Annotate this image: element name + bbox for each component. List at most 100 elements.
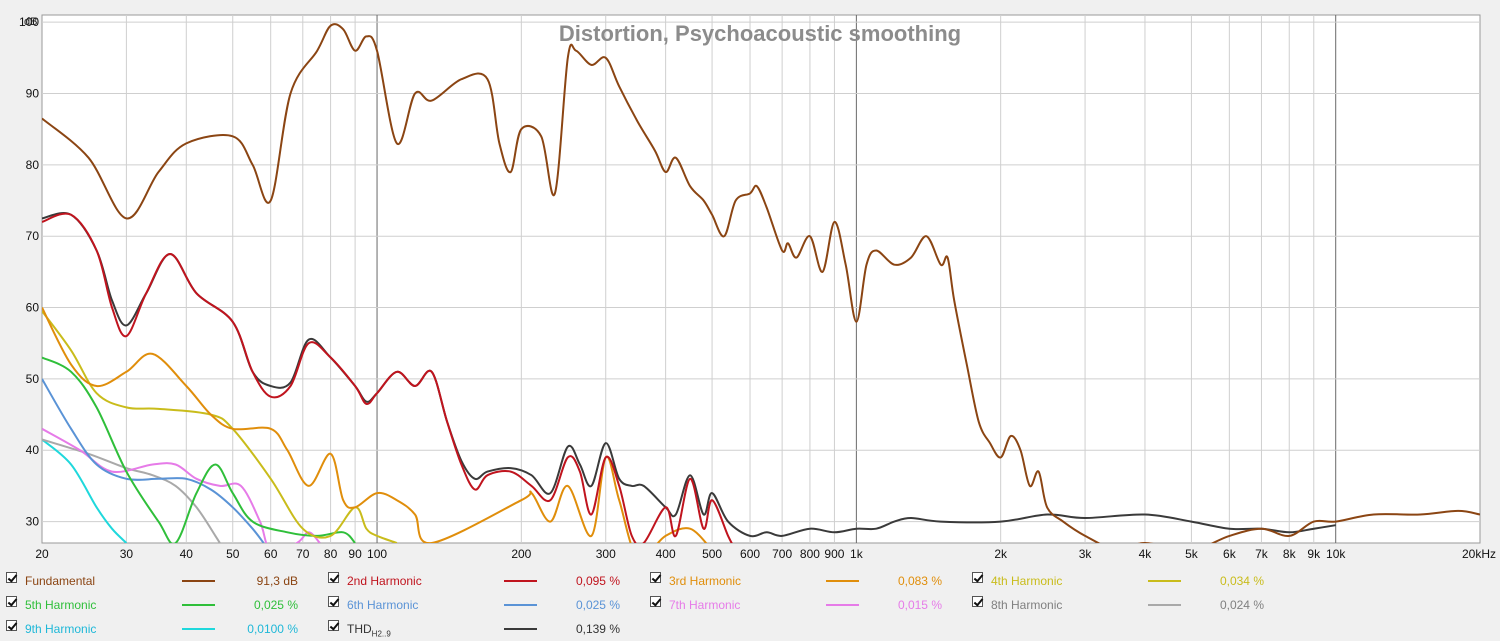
legend-value: 0,025 % [253, 598, 298, 612]
legend-swatch [182, 628, 215, 630]
legend-swatch [826, 604, 859, 606]
legend-label: 2nd Harmonic [347, 574, 422, 588]
legend-label: 6th Harmonic [347, 598, 419, 612]
x-tick-label: 20kHz [1462, 547, 1496, 561]
legend-checkbox-4th-harmonic[interactable] [972, 572, 983, 583]
x-tick-label: 40 [180, 547, 194, 561]
legend-swatch [504, 580, 537, 582]
x-tick-label: 70 [296, 547, 310, 561]
legend-value: 0,024 % [1219, 598, 1264, 612]
x-tick-label: 7k [1255, 547, 1269, 561]
grid-lines [42, 15, 1480, 543]
y-axis-label: dB [24, 16, 37, 28]
legend-label: Fundamental [25, 574, 96, 588]
plot-area [41, 14, 1481, 544]
x-tick-label: 200 [511, 547, 531, 561]
legend-value: 0,015 % [897, 598, 942, 612]
x-tick-label: 600 [740, 547, 760, 561]
y-tick-label: 70 [26, 229, 40, 243]
legend-swatch [504, 604, 537, 606]
legend-checkbox-2nd-harmonic[interactable] [328, 572, 339, 583]
legend-swatch [504, 628, 537, 630]
legend-item-4th-harmonic: 4th Harmonic 0,034 % [972, 569, 1272, 589]
x-tick-label: 900 [824, 547, 844, 561]
x-tick-label: 100 [367, 547, 387, 561]
legend-value: 0,025 % [575, 598, 620, 612]
x-tick-label: 30 [120, 547, 134, 561]
series-line-4th-harmonic [42, 310, 398, 543]
legend-checkbox-fundamental[interactable] [6, 572, 17, 583]
x-tick-label: 300 [596, 547, 616, 561]
x-tick-label: 5k [1185, 547, 1199, 561]
legend-checkbox-9th-harmonic[interactable] [6, 620, 17, 631]
legend-item-7th-harmonic: 7th Harmonic 0,015 % [650, 593, 950, 613]
legend-item-thd: THDH2..9 0,139 % [328, 617, 628, 639]
series-line-2nd-harmonic [42, 212, 733, 543]
legend-item-2nd-harmonic: 2nd Harmonic 0,095 % [328, 569, 628, 589]
y-tick-label: 80 [26, 158, 40, 172]
x-tick-label: 2k [994, 547, 1008, 561]
legend-value: 0,034 % [1219, 574, 1264, 588]
legend-swatch [826, 580, 859, 582]
y-tick-label: 50 [26, 372, 40, 386]
y-tick-label: 30 [26, 515, 40, 529]
y-tick-label: 100 [19, 15, 39, 29]
x-tick-label: 1k [850, 547, 864, 561]
x-tick-label: 500 [702, 547, 722, 561]
y-tick-label: 90 [26, 86, 40, 100]
x-tick-label: 80 [324, 547, 338, 561]
legend-checkbox-3rd-harmonic[interactable] [650, 572, 661, 583]
legend-label: 5th Harmonic [25, 598, 97, 612]
x-tick-label: 400 [656, 547, 676, 561]
legend-checkbox-5th-harmonic[interactable] [6, 596, 17, 607]
legend-value: 0,083 % [897, 574, 942, 588]
y-tick-label: 40 [26, 443, 40, 457]
x-axis-ticks: 20 30 40 50 60 70 80 90 100 200 300 400 500 600 700 800… [35, 547, 1496, 561]
legend-label: THDH2..9 [347, 622, 391, 639]
series-line-6th-harmonic [42, 378, 265, 543]
x-tick-label: 700 [772, 547, 792, 561]
chart-title: Distortion, Psychoacoustic smoothing [559, 21, 961, 46]
legend-item-6th-harmonic: 6th Harmonic 0,025 % [328, 593, 628, 613]
legend-value: 91,3 dB [256, 574, 298, 588]
legend-item-5th-harmonic: 5th Harmonic 0,025 % [6, 593, 306, 613]
legend-label: 4th Harmonic [991, 574, 1063, 588]
series-line-fundamental [42, 23, 1480, 543]
legend-checkbox-8th-harmonic[interactable] [972, 596, 983, 607]
legend-item-8th-harmonic: 8th Harmonic 0,024 % [972, 593, 1272, 613]
legend-checkbox-thd[interactable] [328, 620, 339, 631]
legend-label: 7th Harmonic [669, 598, 741, 612]
legend-item-fundamental: Fundamental 91,3 dB [6, 569, 306, 589]
legend-checkbox-6th-harmonic[interactable] [328, 596, 339, 607]
legend: Fundamental 91,3 dB 2nd Harmonic 0,095 % 3rd… [0, 566, 1500, 641]
legend-swatch [182, 604, 215, 606]
x-tick-label: 50 [226, 547, 240, 561]
series-lines [42, 23, 1480, 543]
series-line-thd-h2-9 [42, 212, 1336, 538]
x-tick-label: 3k [1079, 547, 1093, 561]
legend-label: 3rd Harmonic [669, 574, 742, 588]
legend-item-9th-harmonic: 9th Harmonic 0,0100 % [6, 617, 306, 637]
series-line-8th-harmonic [42, 438, 222, 543]
x-tick-label: 90 [348, 547, 362, 561]
x-tick-label: 10k [1326, 547, 1346, 561]
legend-swatch [182, 580, 215, 582]
legend-swatch [1148, 580, 1181, 582]
legend-label: 8th Harmonic [991, 598, 1063, 612]
x-tick-label: 60 [264, 547, 278, 561]
legend-item-3rd-harmonic: 3rd Harmonic 0,083 % [650, 569, 950, 589]
legend-checkbox-7th-harmonic[interactable] [650, 596, 661, 607]
distortion-chart: 20 30 40 50 60 70 80 90 100 200 300 400 500 600 700 800… [19, 14, 1496, 561]
legend-value: 0,139 % [575, 622, 620, 636]
x-tick-label: 9k [1307, 547, 1321, 561]
x-tick-label: 20 [35, 547, 49, 561]
legend-value: 0,095 % [575, 574, 620, 588]
x-tick-label: 800 [800, 547, 820, 561]
y-axis-ticks: 30 40 50 60 70 80 90 100 [19, 15, 39, 528]
y-tick-label: 60 [26, 301, 40, 315]
x-tick-label: 4k [1139, 547, 1153, 561]
x-tick-label: 6k [1223, 547, 1237, 561]
legend-value: 0,0100 % [247, 622, 298, 636]
legend-swatch [1148, 604, 1181, 606]
x-tick-label: 8k [1283, 547, 1297, 561]
